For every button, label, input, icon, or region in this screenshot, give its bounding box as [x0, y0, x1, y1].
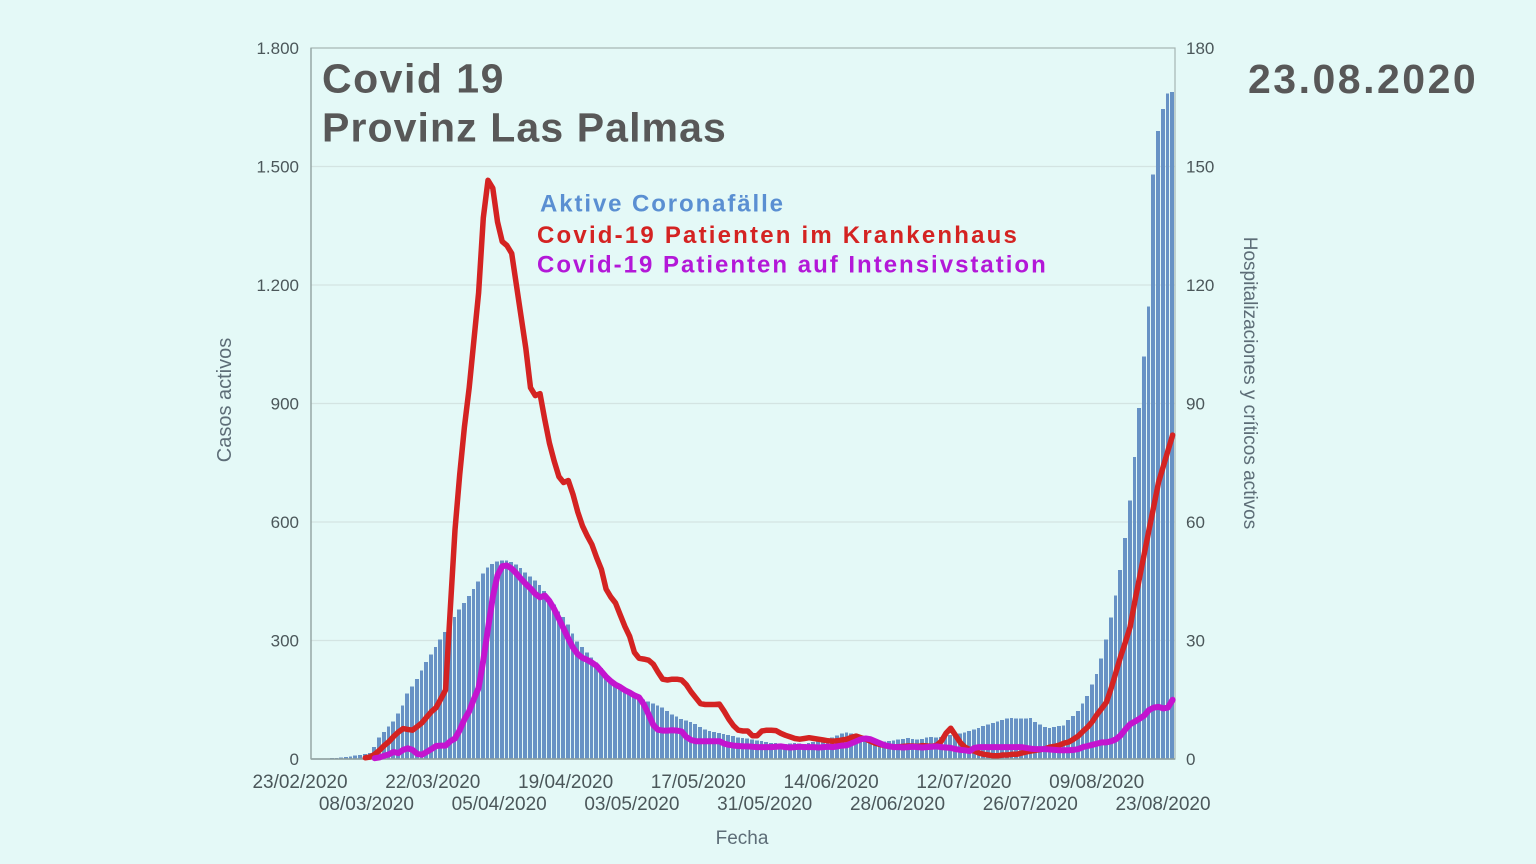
svg-text:09/08/2020: 09/08/2020 — [1049, 772, 1144, 793]
svg-text:17/05/2020: 17/05/2020 — [651, 772, 746, 793]
svg-text:26/07/2020: 26/07/2020 — [983, 794, 1078, 815]
svg-text:23/08/2020: 23/08/2020 — [1115, 794, 1210, 815]
svg-text:28/06/2020: 28/06/2020 — [850, 794, 945, 815]
svg-text:23.08.2020: 23.08.2020 — [1248, 56, 1478, 102]
svg-text:Casos activos: Casos activos — [214, 338, 236, 463]
svg-text:60: 60 — [1186, 513, 1205, 532]
svg-text:120: 120 — [1186, 276, 1214, 295]
svg-text:05/04/2020: 05/04/2020 — [452, 794, 547, 815]
svg-text:1.200: 1.200 — [256, 276, 299, 295]
svg-text:23/02/2020: 23/02/2020 — [252, 772, 347, 793]
svg-text:1.800: 1.800 — [256, 39, 299, 58]
svg-text:Covid 19: Covid 19 — [322, 56, 505, 102]
svg-text:600: 600 — [271, 513, 299, 532]
svg-text:0: 0 — [290, 750, 299, 769]
svg-text:31/05/2020: 31/05/2020 — [717, 794, 812, 815]
svg-text:90: 90 — [1186, 395, 1205, 414]
svg-text:1.500: 1.500 — [256, 158, 299, 177]
svg-text:300: 300 — [271, 632, 299, 651]
svg-text:30: 30 — [1186, 632, 1205, 651]
svg-text:900: 900 — [271, 395, 299, 414]
svg-text:22/03/2020: 22/03/2020 — [385, 772, 480, 793]
svg-text:08/03/2020: 08/03/2020 — [319, 794, 414, 815]
svg-text:Fecha: Fecha — [716, 828, 769, 849]
svg-text:12/07/2020: 12/07/2020 — [916, 772, 1011, 793]
svg-text:19/04/2020: 19/04/2020 — [518, 772, 613, 793]
svg-text:Hospitalizaciones y críticos a: Hospitalizaciones y críticos activos — [1239, 237, 1260, 530]
svg-text:Covid-19 Patienten im Krankenh: Covid-19 Patienten im Krankenhaus — [537, 222, 1019, 249]
svg-text:150: 150 — [1186, 158, 1214, 177]
svg-text:03/05/2020: 03/05/2020 — [584, 794, 679, 815]
svg-text:14/06/2020: 14/06/2020 — [784, 772, 879, 793]
svg-text:Covid-19 Patienten auf Intensi: Covid-19 Patienten auf Intensivstation — [537, 252, 1048, 279]
svg-text:Aktive Coronafälle: Aktive Coronafälle — [540, 191, 785, 218]
svg-text:0: 0 — [1186, 750, 1195, 769]
svg-text:Provinz Las Palmas: Provinz Las Palmas — [322, 105, 727, 151]
svg-text:180: 180 — [1186, 39, 1214, 58]
